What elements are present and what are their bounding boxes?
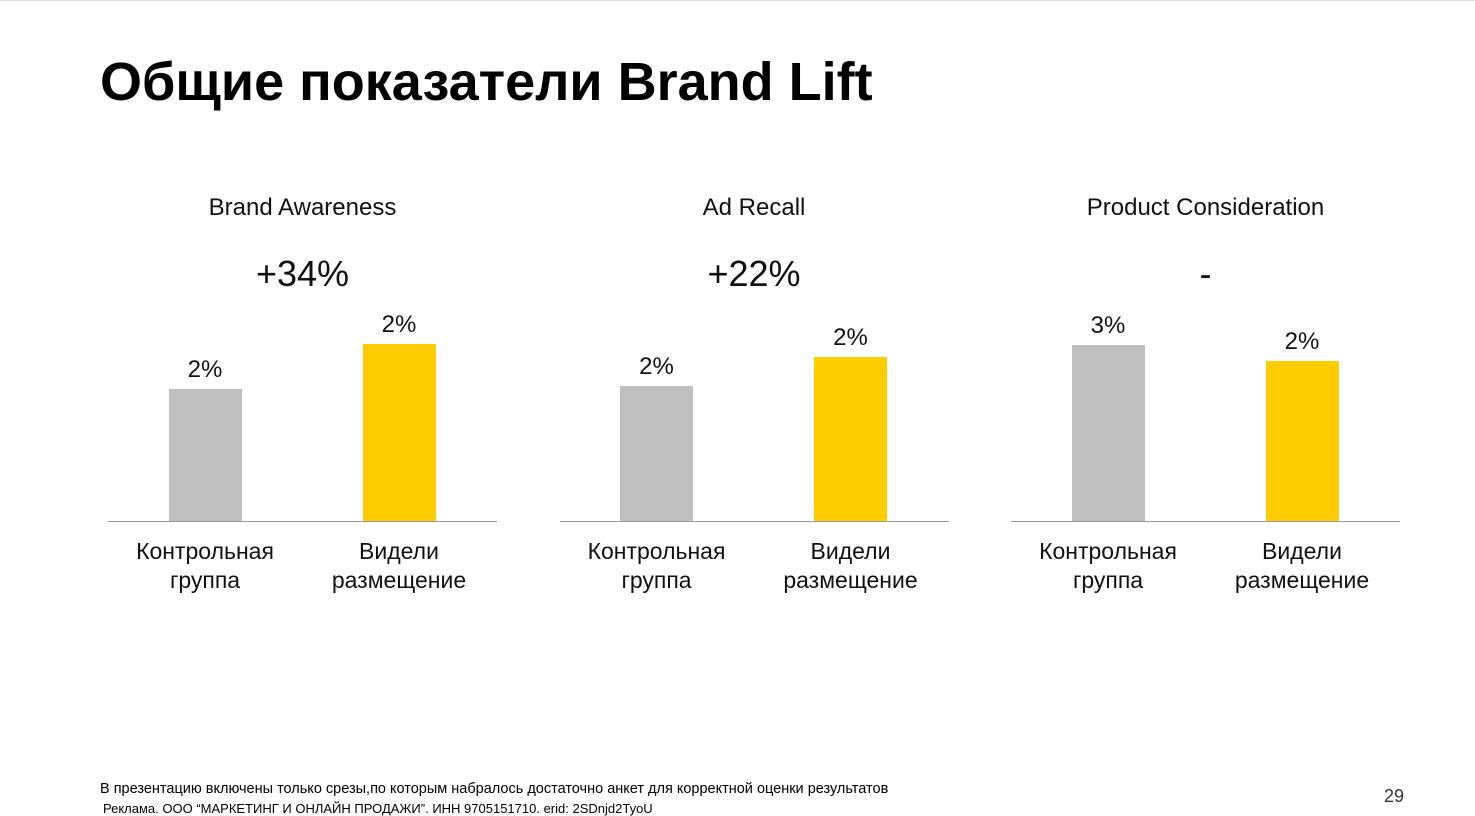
data-label: 2% (381, 311, 417, 339)
data-label: 2% (833, 323, 868, 351)
baseline (559, 521, 949, 522)
bar (362, 344, 436, 521)
bar (168, 389, 242, 521)
category-label: Видели размещение (1234, 538, 1370, 593)
data-label: 2% (187, 356, 223, 383)
lift-value: +22% (707, 253, 801, 294)
baseline (108, 521, 497, 522)
data-label: 2% (1284, 328, 1320, 356)
bar (1265, 361, 1339, 521)
category-label: Контрольная группа (1039, 538, 1177, 593)
baseline (1011, 521, 1400, 522)
category-label: Контрольная группа (136, 538, 274, 593)
category-label: Контрольная группа (587, 538, 726, 593)
data-label: 3% (1090, 312, 1126, 339)
chart: Brand Awareness +34% 2% Контрольная группа 2… (108, 1, 497, 816)
chart: Ad Recall +22% 2% Контрольная группа 2% Видел… (559, 1, 949, 816)
data-label: 2% (639, 353, 674, 381)
footnote: В презентацию включены только срезы,по к… (100, 781, 889, 797)
chart: Product Consideration - 3% Контрольная груп… (1011, 1, 1400, 816)
category-label: Видели размещение (783, 538, 918, 593)
slide-title: Общие показатели Brand Lift (100, 52, 873, 112)
category-label: Видели размещение (331, 538, 467, 593)
lift-value: - (1199, 253, 1212, 294)
page-number: 29 (1384, 786, 1405, 806)
disclaimer: Реклама. ООО “МАРКЕТИНГ И ОНЛАЙН ПРОДАЖИ… (103, 801, 653, 816)
lift-value: +34% (255, 253, 350, 294)
chart-title: Product Consideration (1086, 194, 1325, 221)
bar (814, 356, 887, 521)
chart-title: Ad Recall (702, 194, 806, 221)
bar (1071, 345, 1145, 521)
chart-title: Brand Awareness (208, 194, 397, 221)
bar (620, 386, 693, 521)
